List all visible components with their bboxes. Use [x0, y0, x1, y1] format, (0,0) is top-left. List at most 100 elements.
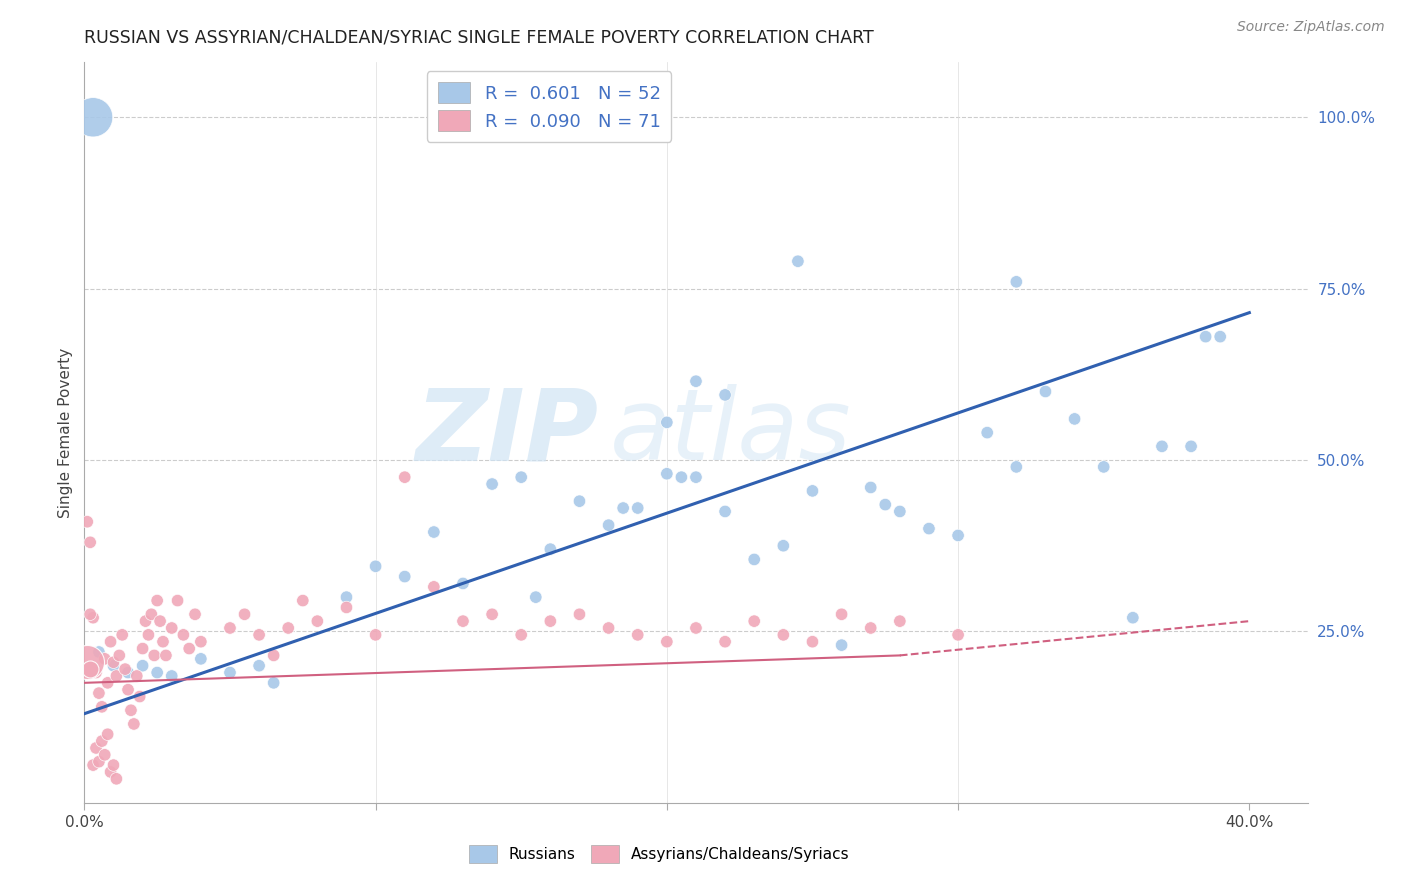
Point [84, 741, 107, 756]
Point [143, 648, 166, 663]
Point [79, 607, 101, 622]
Point [394, 470, 416, 484]
Text: Source: ZipAtlas.com: Source: ZipAtlas.com [1237, 20, 1385, 34]
Point [105, 669, 128, 683]
Point [190, 652, 212, 666]
Point [627, 628, 650, 642]
Point [714, 388, 737, 402]
Point [538, 542, 561, 557]
Point [219, 665, 242, 680]
Point [394, 569, 416, 583]
Point [141, 607, 163, 622]
Point [82, 758, 104, 772]
Point [160, 621, 183, 635]
Point [179, 641, 201, 656]
Point [889, 504, 911, 518]
Point [451, 576, 474, 591]
Point [84, 665, 107, 680]
Y-axis label: Single Female Poverty: Single Female Poverty [58, 348, 73, 517]
Point [335, 600, 357, 615]
Point [190, 634, 212, 648]
Point [1195, 329, 1218, 343]
Point [671, 470, 693, 484]
Point [166, 593, 188, 607]
Point [247, 658, 270, 673]
Point [772, 628, 794, 642]
Point [598, 518, 620, 533]
Point [114, 662, 136, 676]
Point [263, 676, 285, 690]
Point [93, 747, 115, 762]
Point [233, 607, 256, 622]
Point [82, 110, 104, 124]
Point [131, 641, 153, 656]
Point [481, 607, 503, 622]
Point [335, 590, 357, 604]
Point [685, 621, 707, 635]
Point [184, 607, 207, 622]
Point [451, 614, 474, 628]
Point [135, 614, 157, 628]
Point [568, 494, 591, 508]
Point [1122, 610, 1144, 624]
Point [128, 690, 150, 704]
Point [918, 522, 941, 536]
Point [131, 658, 153, 673]
Point [1092, 459, 1115, 474]
Point [1180, 439, 1202, 453]
Point [364, 559, 387, 574]
Point [122, 717, 145, 731]
Point [87, 755, 110, 769]
Point [1209, 329, 1232, 343]
Point [714, 504, 737, 518]
Point [772, 539, 794, 553]
Point [1005, 275, 1028, 289]
Point [364, 628, 387, 642]
Point [859, 621, 882, 635]
Point [111, 628, 134, 642]
Point [889, 614, 911, 628]
Point [160, 669, 183, 683]
Point [1005, 459, 1028, 474]
Point [105, 772, 128, 786]
Point [291, 593, 314, 607]
Point [120, 703, 142, 717]
Point [859, 480, 882, 494]
Point [76, 655, 98, 669]
Point [1035, 384, 1057, 399]
Point [627, 501, 650, 516]
Point [152, 634, 174, 648]
Point [976, 425, 998, 440]
Point [247, 628, 270, 642]
Text: atlas: atlas [610, 384, 852, 481]
Point [82, 610, 104, 624]
Point [146, 593, 169, 607]
Point [1063, 412, 1085, 426]
Point [742, 614, 765, 628]
Point [90, 734, 112, 748]
Point [568, 607, 591, 622]
Point [172, 628, 194, 642]
Point [685, 374, 707, 388]
Point [103, 655, 125, 669]
Point [97, 727, 120, 741]
Point [946, 628, 969, 642]
Point [612, 501, 634, 516]
Point [87, 686, 110, 700]
Point [103, 658, 125, 673]
Point [714, 634, 737, 648]
Point [538, 614, 561, 628]
Point [90, 699, 112, 714]
Point [263, 648, 285, 663]
Text: RUSSIAN VS ASSYRIAN/CHALDEAN/SYRIAC SINGLE FEMALE POVERTY CORRELATION CHART: RUSSIAN VS ASSYRIAN/CHALDEAN/SYRIAC SING… [84, 29, 875, 47]
Point [149, 614, 172, 628]
Point [655, 634, 678, 648]
Point [93, 652, 115, 666]
Point [510, 628, 533, 642]
Point [875, 498, 897, 512]
Point [277, 621, 299, 635]
Text: ZIP: ZIP [415, 384, 598, 481]
Point [481, 477, 503, 491]
Point [307, 614, 329, 628]
Point [76, 515, 98, 529]
